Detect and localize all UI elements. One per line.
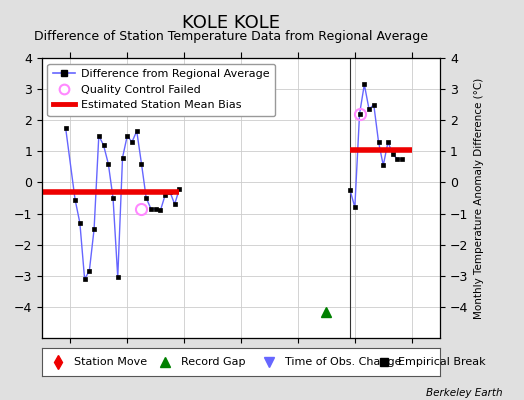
Text: Empirical Break: Empirical Break — [398, 357, 486, 367]
Text: KOLE KOLE: KOLE KOLE — [181, 14, 280, 32]
Legend: Difference from Regional Average, Quality Control Failed, Estimated Station Mean: Difference from Regional Average, Qualit… — [48, 64, 275, 116]
Text: Record Gap: Record Gap — [181, 357, 246, 367]
Y-axis label: Monthly Temperature Anomaly Difference (°C): Monthly Temperature Anomaly Difference (… — [474, 77, 484, 319]
Text: Difference of Station Temperature Data from Regional Average: Difference of Station Temperature Data f… — [34, 30, 428, 43]
Text: Station Move: Station Move — [74, 357, 147, 367]
Text: Time of Obs. Change: Time of Obs. Change — [285, 357, 401, 367]
Text: Berkeley Earth: Berkeley Earth — [427, 388, 503, 398]
